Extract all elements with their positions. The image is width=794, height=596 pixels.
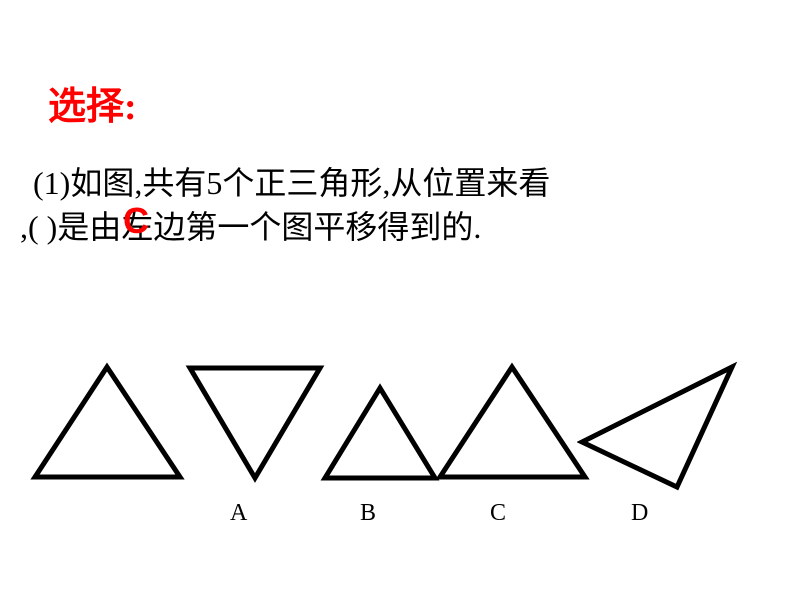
option-label-c: C	[490, 500, 506, 527]
option-d-triangle	[577, 337, 747, 492]
question-text-line2: ,( )是由左边第一个图平移得到的.	[20, 202, 481, 248]
answer-letter: C	[123, 200, 149, 242]
section-heading: 选择:	[48, 75, 137, 130]
option-label-a: A	[230, 500, 247, 527]
option-c-triangle	[435, 362, 590, 482]
option-a-triangle	[185, 363, 325, 483]
reference-triangle	[30, 362, 185, 482]
option-b-triangle	[320, 383, 440, 483]
option-label-b: B	[360, 500, 376, 527]
option-label-d: D	[631, 500, 648, 527]
question-text-line1: (1)如图,共有5个正三角形,从位置来看	[33, 158, 550, 204]
